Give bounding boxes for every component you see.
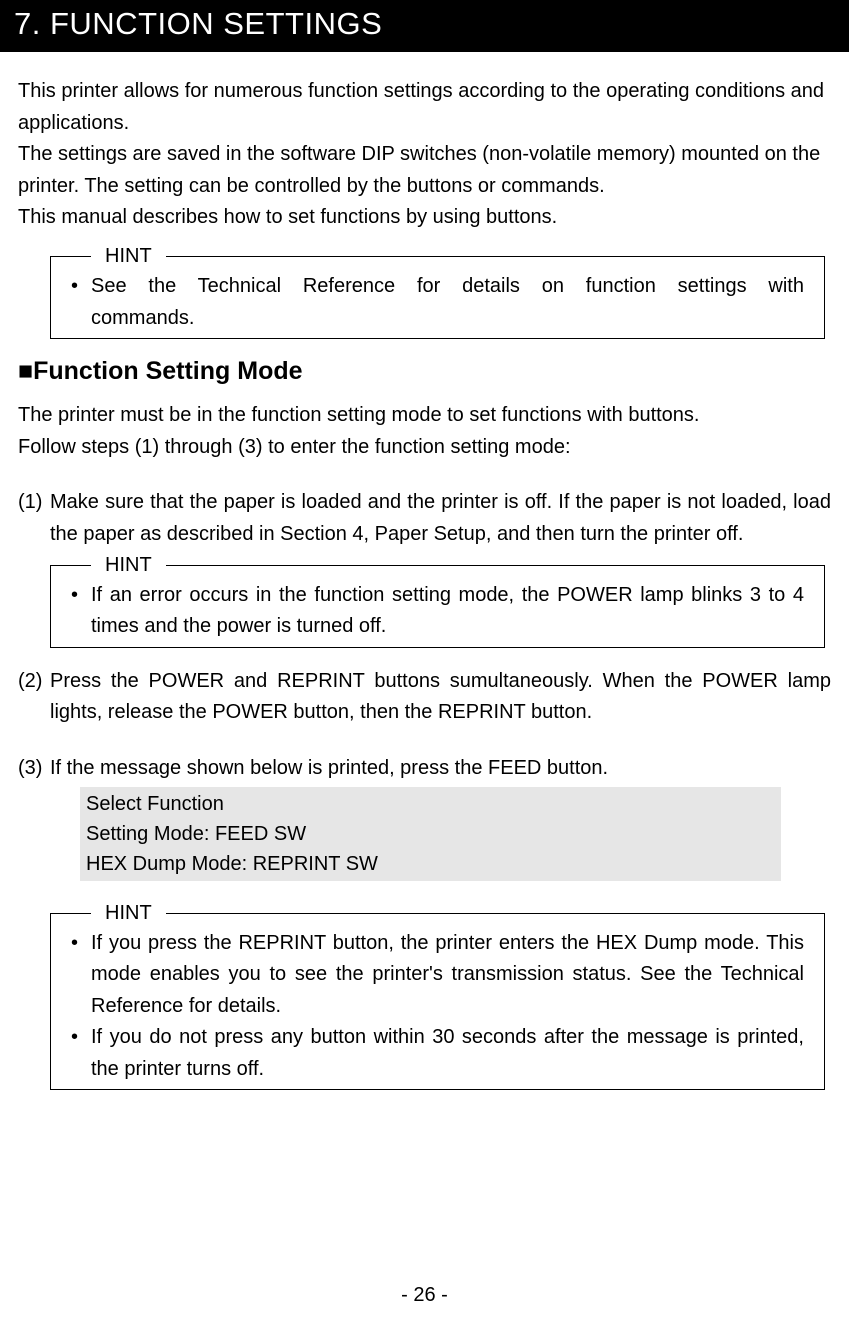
hint-box-3: HINT • If you press the REPRINT button, … bbox=[50, 913, 825, 1091]
step-3: (3) If the message shown below is printe… bbox=[18, 753, 831, 785]
chapter-header: 7. FUNCTION SETTINGS bbox=[0, 0, 849, 52]
hint-label: HINT bbox=[91, 554, 166, 577]
step-text: If the message shown below is printed, p… bbox=[50, 753, 831, 785]
hint-content: • See the Technical Reference for detail… bbox=[71, 271, 804, 334]
bullet-icon: • bbox=[71, 1022, 91, 1085]
hint-bullet: • See the Technical Reference for detail… bbox=[71, 271, 804, 334]
section-heading: ■Function Setting Mode bbox=[18, 357, 831, 386]
page-content: This printer allows for numerous functio… bbox=[0, 52, 849, 1090]
intro-paragraph-1: This printer allows for numerous functio… bbox=[18, 76, 831, 139]
intro-paragraph-3: This manual describes how to set functio… bbox=[18, 202, 831, 234]
mode-paragraph-2: Follow steps (1) through (3) to enter th… bbox=[18, 432, 831, 464]
step-text: Press the POWER and REPRINT buttons sumu… bbox=[50, 666, 831, 729]
hint-text: If you do not press any button within 30… bbox=[91, 1022, 804, 1085]
printer-message-box: Select Function Setting Mode: FEED SW HE… bbox=[80, 787, 781, 881]
hint-text: If an error occurs in the function setti… bbox=[91, 580, 804, 643]
bullet-icon: • bbox=[71, 928, 91, 1023]
bullet-icon: • bbox=[71, 580, 91, 643]
step-2: (2) Press the POWER and REPRINT buttons … bbox=[18, 666, 831, 729]
page-number: - 26 - bbox=[0, 1284, 849, 1307]
step-number: (2) bbox=[18, 666, 50, 729]
step-number: (3) bbox=[18, 753, 50, 785]
hint-box-1: HINT • See the Technical Reference for d… bbox=[50, 256, 825, 339]
section-heading-text: ■Function Setting Mode bbox=[18, 357, 303, 385]
message-line-1: Select Function bbox=[86, 789, 775, 819]
hint-label: HINT bbox=[91, 245, 166, 268]
hint-text: See the Technical Reference for details … bbox=[91, 271, 804, 334]
mode-paragraph-1: The printer must be in the function sett… bbox=[18, 400, 831, 432]
hint-text: If you press the REPRINT button, the pri… bbox=[91, 928, 804, 1023]
hint-bullet: • If you do not press any button within … bbox=[71, 1022, 804, 1085]
intro-paragraph-2: The settings are saved in the software D… bbox=[18, 139, 831, 202]
hint-content: • If you press the REPRINT button, the p… bbox=[71, 928, 804, 1086]
bullet-icon: • bbox=[71, 271, 91, 334]
hint-bullet: • If an error occurs in the function set… bbox=[71, 580, 804, 643]
message-line-2: Setting Mode: FEED SW bbox=[86, 819, 775, 849]
chapter-title: 7. FUNCTION SETTINGS bbox=[14, 6, 382, 41]
step-1: (1) Make sure that the paper is loaded a… bbox=[18, 487, 831, 550]
step-text: Make sure that the paper is loaded and t… bbox=[50, 487, 831, 550]
hint-bullet: • If you press the REPRINT button, the p… bbox=[71, 928, 804, 1023]
hint-label: HINT bbox=[91, 902, 166, 925]
hint-content: • If an error occurs in the function set… bbox=[71, 580, 804, 643]
step-number: (1) bbox=[18, 487, 50, 550]
hint-box-2: HINT • If an error occurs in the functio… bbox=[50, 565, 825, 648]
message-line-3: HEX Dump Mode: REPRINT SW bbox=[86, 849, 775, 879]
